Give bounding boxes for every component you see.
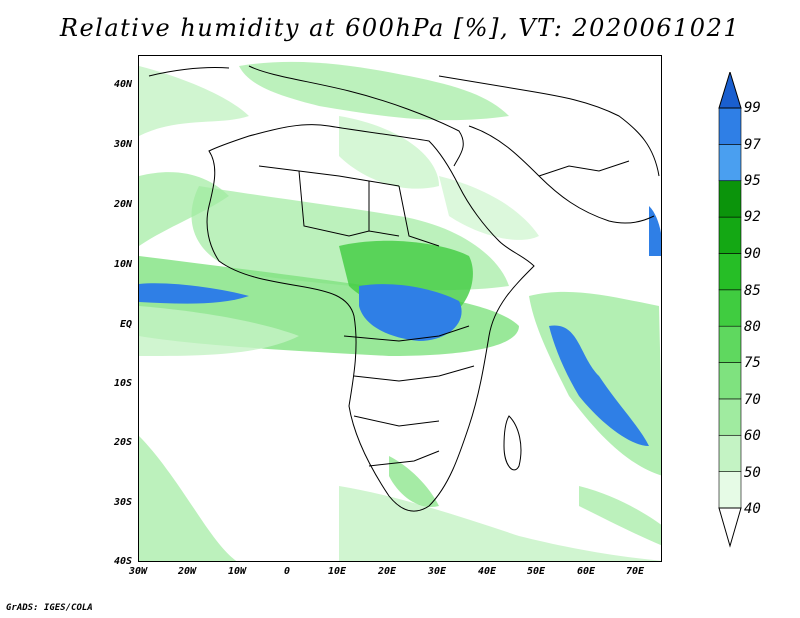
- colorbar-segment: [718, 289, 742, 327]
- lon-label-20e: 20E: [377, 566, 397, 577]
- colorbar-segment: [718, 325, 742, 363]
- colorbar-segment: [718, 253, 742, 291]
- colorbar-label-99: 99: [744, 100, 761, 116]
- colorbar-segment: [718, 180, 742, 218]
- humidity-field: [139, 61, 661, 561]
- colorbar-label-70: 70: [744, 392, 761, 408]
- colorbar-label-97: 97: [744, 137, 761, 153]
- colorbar-label-90: 90: [744, 246, 761, 262]
- lon-label-40e: 40E: [477, 566, 497, 577]
- humidity-map: [138, 55, 662, 562]
- lon-label-70e: 70E: [625, 566, 645, 577]
- colorbar-segment: [718, 216, 742, 254]
- colorbar: [718, 72, 742, 548]
- colorbar-label-80: 80: [744, 319, 761, 335]
- colorbar-segment: [718, 471, 742, 509]
- lon-label-60e: 60E: [576, 566, 596, 577]
- lon-label-10w: 10W: [227, 566, 247, 577]
- lat-label-eq: EQ: [119, 319, 132, 330]
- colorbar-segment: [718, 107, 742, 145]
- colorbar-segment: [718, 434, 742, 472]
- colorbar-label-50: 50: [744, 465, 761, 481]
- colorbar-label-40: 40: [744, 501, 761, 517]
- map-title: Relative humidity at 600hPa [%], VT: 202…: [59, 14, 741, 42]
- lat-label-20s: 20S: [113, 437, 132, 448]
- lon-label-30e: 30E: [427, 566, 447, 577]
- colorbar-label-95: 95: [744, 173, 761, 189]
- lat-label-40s: 40S: [113, 556, 132, 567]
- lat-label-10s: 10S: [113, 378, 132, 389]
- footer-credit: GrADS: IGES/COLA: [6, 603, 93, 613]
- colorbar-label-60: 60: [744, 428, 761, 444]
- lon-label-20w: 20W: [177, 566, 197, 577]
- colorbar-segment: [718, 144, 742, 182]
- lon-label-50e: 50E: [526, 566, 546, 577]
- colorbar-over-arrow: [718, 72, 742, 109]
- colorbar-segment: [718, 398, 742, 436]
- colorbar-segment: [718, 362, 742, 400]
- lat-label-40n: 40N: [113, 79, 132, 90]
- colorbar-label-85: 85: [744, 283, 761, 299]
- lat-label-10n: 10N: [113, 259, 132, 270]
- colorbar-under-arrow: [718, 507, 742, 548]
- humidity-shading: [139, 61, 661, 561]
- lon-label-10e: 10E: [327, 566, 347, 577]
- lon-label-30w: 30W: [128, 566, 148, 577]
- colorbar-label-92: 92: [744, 209, 761, 225]
- country-borders: [148, 65, 660, 512]
- colorbar-label-75: 75: [744, 355, 761, 371]
- lon-label-0: 0: [283, 566, 291, 577]
- lat-label-30n: 30N: [113, 139, 132, 150]
- lat-label-30s: 30S: [113, 497, 132, 508]
- lat-label-20n: 20N: [113, 199, 132, 210]
